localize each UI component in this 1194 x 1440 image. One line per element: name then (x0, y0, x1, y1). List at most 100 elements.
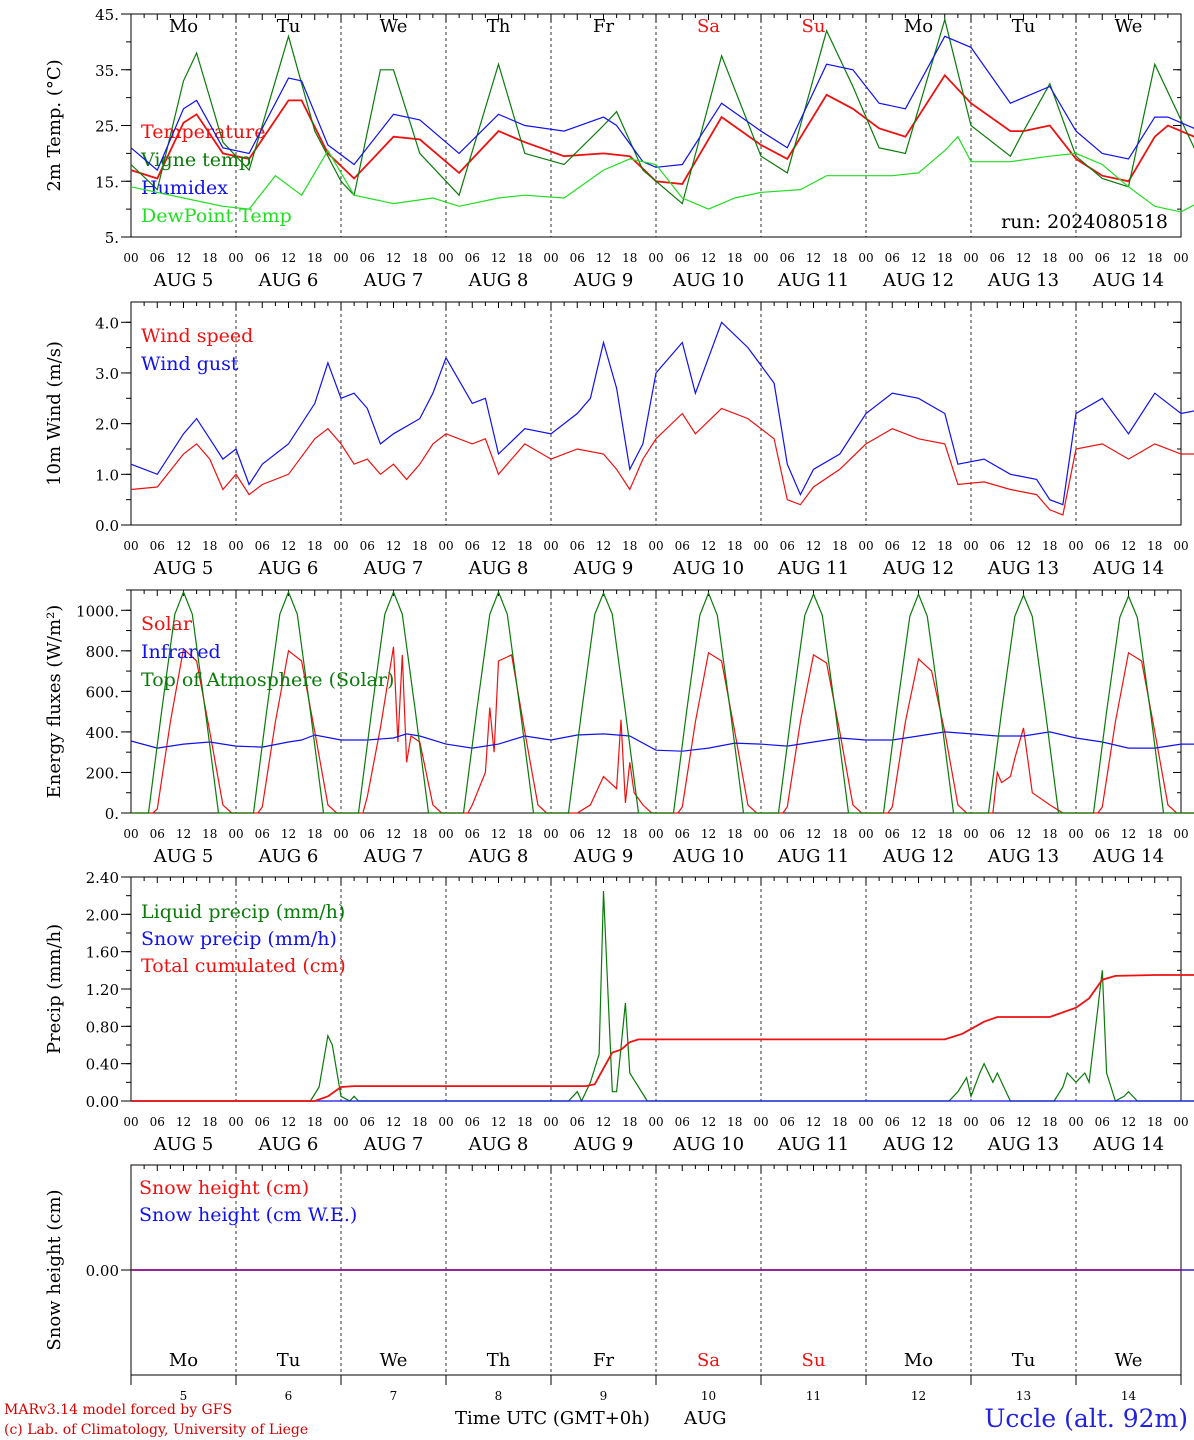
x-hour-label: 06 (360, 827, 375, 841)
day-of-week-label: Tu (277, 1350, 301, 1371)
legend-entry: Snow height (cm) (139, 1177, 309, 1199)
x-hour-label: 12 (176, 539, 191, 553)
x-hour-label: 18 (622, 539, 637, 553)
y-tick-label: 35. (95, 62, 119, 80)
x-hour-label: 00 (123, 827, 138, 841)
x-hour-label: 00 (333, 827, 348, 841)
y-axis-label: Energy fluxes (W/m²) (44, 605, 65, 799)
series-line (130, 407, 1194, 516)
x-date-label: AUG 12 (882, 270, 954, 291)
x-hour-label: 00 (333, 539, 348, 553)
panel-2: 4.0 3.0 2.0 1.0 0.0 10m Wind (m/s) Wind speed W… (44, 301, 1194, 579)
legend-entry: Solar (141, 613, 193, 635)
x-date-label: AUG 14 (1092, 1134, 1164, 1155)
y-tick-label: 1.20 (86, 981, 119, 999)
y-tick-label: 25. (95, 118, 119, 136)
x-date-label: AUG 7 (363, 270, 424, 291)
x-hour-label: 06 (1095, 539, 1110, 553)
y-tick-label: 3.0 (95, 365, 119, 383)
legend-entry: DewPoint Temp (141, 205, 292, 227)
x-hour-label: 12 (701, 827, 716, 841)
x-hour-label: 18 (202, 1115, 217, 1129)
x-hour-label: 00 (228, 1115, 243, 1129)
y-tick-label: 0.00 (86, 1262, 119, 1280)
day-of-week-label: Th (487, 16, 511, 37)
x-hour-label: 00 (543, 827, 558, 841)
x-hour-label: 06 (990, 827, 1005, 841)
legend-entry: Snow height (cm W.E.) (139, 1204, 357, 1226)
x-hour-label: 06 (885, 251, 900, 265)
x-date-label: AUG 8 (468, 270, 529, 291)
x-hour-label: 12 (386, 827, 401, 841)
panel-4: 2.40 2.00 1.60 1.20 0.80 0.40 0.00 Precip (mm/h… (44, 869, 1194, 1155)
x-hour-label: 18 (202, 251, 217, 265)
x-hour-label: 12 (806, 539, 821, 553)
x-hour-label: 00 (228, 827, 243, 841)
x-hour-label: 12 (701, 539, 716, 553)
x-hour-label: 06 (1095, 1115, 1110, 1129)
x-hour-label: 00 (753, 251, 768, 265)
x-hour-label: 12 (701, 1115, 716, 1129)
x-hour-label: 00 (123, 251, 138, 265)
panel-5: 0.00 Snow height (cm) Snow height (cm) Snow… (44, 1164, 1194, 1403)
x-hour-label: 00 (753, 827, 768, 841)
x-date-number: 5 (180, 1389, 188, 1403)
x-hour-label: 06 (780, 539, 795, 553)
y-tick-label: 1.60 (86, 944, 119, 962)
x-hour-label: 00 (438, 539, 453, 553)
y-tick-label: 2.00 (86, 906, 119, 924)
x-date-label: AUG 14 (1092, 270, 1164, 291)
x-hour-label: 06 (990, 251, 1005, 265)
x-date-label: AUG 12 (882, 846, 954, 867)
x-date-number: 10 (701, 1389, 716, 1403)
x-hour-label: 06 (570, 827, 585, 841)
y-tick-label: 0.00 (86, 1093, 119, 1111)
x-date-number: 6 (285, 1389, 293, 1403)
x-hour-label: 18 (412, 539, 427, 553)
x-hour-label: 18 (412, 251, 427, 265)
x-hour-label: 12 (176, 1115, 191, 1129)
x-hour-label: 06 (570, 251, 585, 265)
x-date-number: 8 (495, 1389, 503, 1403)
x-hour-label: 00 (1068, 1115, 1083, 1129)
x-date-label: AUG 12 (882, 1134, 954, 1155)
x-hour-label: 12 (806, 1115, 821, 1129)
x-hour-label: 06 (885, 539, 900, 553)
x-date-label: AUG 5 (153, 558, 214, 579)
day-of-week-label: We (1115, 1350, 1143, 1371)
x-hour-label: 00 (648, 827, 663, 841)
y-tick-label: 400. (86, 724, 119, 742)
x-hour-label: 18 (202, 827, 217, 841)
x-hour-label: 18 (727, 251, 742, 265)
x-hour-label: 00 (648, 251, 663, 265)
x-hour-label: 00 (963, 1115, 978, 1129)
panel-1: 45. 35. 25. 15. 5. 2m Temp. (°C) Temperature Vi… (44, 6, 1194, 291)
x-hour-label: 00 (228, 539, 243, 553)
x-date-label: AUG 6 (258, 558, 319, 579)
x-date-label: AUG 11 (777, 1134, 849, 1155)
x-hour-label: 00 (1068, 251, 1083, 265)
x-hour-label: 00 (543, 539, 558, 553)
x-date-label: AUG 8 (468, 1134, 529, 1155)
x-hour-label: 12 (1016, 539, 1031, 553)
y-tick-label: 2.40 (86, 869, 119, 887)
x-hour-label: 12 (1016, 1115, 1031, 1129)
x-date-label: AUG 10 (672, 1134, 744, 1155)
y-tick-label: 45. (95, 6, 119, 24)
day-of-week-label: Fr (593, 16, 614, 37)
day-of-week-label: Tu (1012, 16, 1036, 37)
x-hour-label: 00 (333, 1115, 348, 1129)
plot-frame (130, 589, 1182, 814)
x-hour-label: 00 (1068, 827, 1083, 841)
x-hour-label: 18 (412, 1115, 427, 1129)
y-axis-label: 10m Wind (m/s) (44, 341, 65, 486)
x-date-label: AUG 11 (777, 270, 849, 291)
x-hour-label: 12 (911, 251, 926, 265)
y-tick-label: 200. (86, 764, 119, 782)
x-hour-label: 06 (465, 539, 480, 553)
x-hour-label: 00 (648, 539, 663, 553)
x-hour-label: 12 (806, 827, 821, 841)
x-hour-label: 12 (806, 251, 821, 265)
station-label: Uccle (alt. 92m) (984, 1404, 1188, 1433)
series-line (130, 73, 1194, 185)
